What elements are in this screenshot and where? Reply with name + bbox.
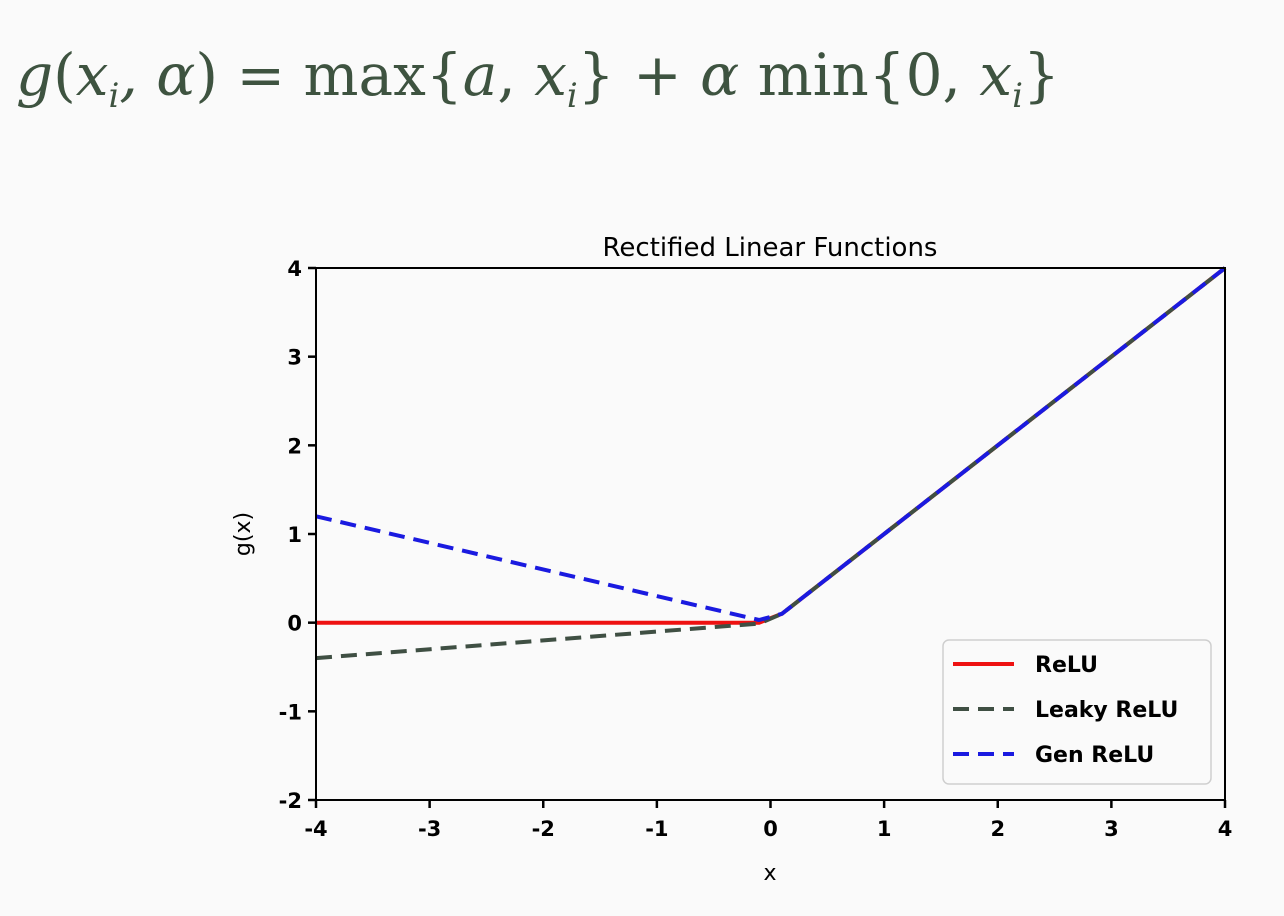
formula-x2: x [534,41,567,109]
x-tick-label: -3 [418,817,441,841]
x-axis-label: x [763,861,776,886]
y-tick-label: 0 [287,612,302,636]
legend-box [942,639,1212,785]
y-tick-label: -1 [279,700,302,724]
formula-sub1: i [108,76,120,116]
plot-area [315,266,1227,661]
x-tick-label: -2 [532,817,555,841]
formula-alpha2: α [700,41,740,109]
y-tick-label: -2 [279,789,302,813]
formula-sub2: i [566,76,578,116]
y-tick-label: 1 [287,523,302,547]
formula-brace-plus: } + [577,41,701,109]
y-tick-label: 4 [287,257,302,281]
y-axis: -2 -1 0 1 2 3 4 [279,257,316,813]
series-line-gen-relu [315,266,1227,622]
y-axis-label: g(x) [231,512,256,556]
series-line-relu [316,266,1227,625]
legend: ReLU Leaky ReLU Gen ReLU [942,639,1212,785]
formula-g: g [16,41,54,109]
y-tick-label: 3 [287,346,302,370]
legend-label: Gen ReLU [1035,743,1154,768]
x-tick-label: 1 [877,817,892,841]
y-tick-label: 2 [287,434,302,458]
chart-title: Rectified Linear Functions [603,233,938,263]
formula-min: min{0, [739,41,980,109]
formula-x1: x [75,41,109,109]
series-line-leaky-relu [315,266,1227,661]
formula-alpha1: , α [119,41,196,109]
x-tick-label: -4 [304,817,327,841]
formula-comma: , [497,41,535,109]
x-tick-label: 3 [1104,817,1119,841]
x-tick-label: 0 [763,817,778,841]
formula-x3: x [979,41,1013,109]
formula-a: a [462,41,498,109]
legend-label: ReLU [1035,653,1098,678]
x-tick-label: 2 [990,817,1005,841]
x-tick-label: -1 [645,817,668,841]
formula: g(xi, α) = max{a, xi} + α min{0, xi} [16,30,1060,120]
formula-open: ( [53,41,76,109]
formula-sub3: i [1012,76,1023,116]
x-tick-label: 4 [1218,817,1233,841]
x-axis: -4 -3 -2 -1 0 1 2 3 4 [304,800,1232,841]
formula-end: } [1022,41,1060,109]
legend-label: Leaky ReLU [1035,698,1178,723]
formula-max: max{ [303,41,463,109]
formula-close-eq: ) = [195,41,304,109]
